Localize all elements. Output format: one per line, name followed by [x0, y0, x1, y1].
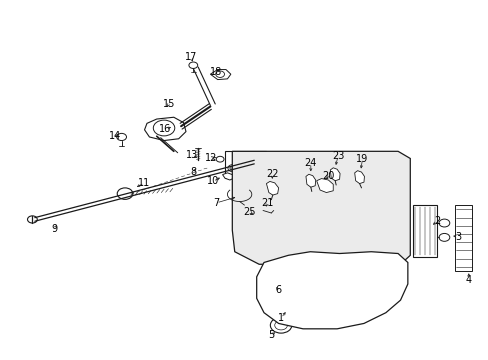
- Text: 16: 16: [159, 124, 171, 134]
- Circle shape: [247, 161, 257, 168]
- Text: 1: 1: [278, 313, 284, 323]
- Circle shape: [305, 271, 358, 310]
- Text: 3: 3: [454, 232, 460, 242]
- Text: 23: 23: [331, 150, 344, 161]
- Circle shape: [249, 162, 255, 167]
- Text: 8: 8: [190, 167, 196, 177]
- Text: 10: 10: [206, 176, 219, 186]
- Text: 24: 24: [304, 158, 316, 168]
- Bar: [454, 205, 471, 271]
- Circle shape: [117, 188, 133, 199]
- Text: 11: 11: [138, 178, 150, 188]
- Text: 5: 5: [267, 330, 274, 340]
- Circle shape: [237, 163, 246, 170]
- Bar: [224, 151, 266, 178]
- Text: 14: 14: [109, 131, 121, 141]
- Text: 22: 22: [265, 168, 278, 179]
- Circle shape: [321, 283, 342, 298]
- Polygon shape: [210, 69, 230, 80]
- Circle shape: [216, 156, 224, 162]
- Polygon shape: [232, 151, 409, 264]
- Circle shape: [438, 233, 449, 241]
- Circle shape: [320, 263, 328, 269]
- Circle shape: [320, 312, 328, 318]
- Circle shape: [153, 120, 174, 136]
- Text: 6: 6: [275, 285, 281, 296]
- Text: 15: 15: [163, 99, 175, 109]
- Circle shape: [349, 268, 357, 274]
- Circle shape: [215, 71, 224, 77]
- Text: 17: 17: [184, 52, 197, 62]
- Circle shape: [297, 298, 305, 304]
- Text: 4: 4: [465, 275, 471, 285]
- Text: 18: 18: [210, 67, 222, 77]
- Circle shape: [229, 166, 235, 170]
- Text: 25: 25: [243, 207, 255, 217]
- Text: 7: 7: [213, 198, 219, 208]
- Circle shape: [349, 307, 357, 313]
- Circle shape: [239, 164, 244, 168]
- Polygon shape: [316, 179, 332, 193]
- Text: 13: 13: [185, 150, 198, 160]
- Circle shape: [27, 216, 37, 223]
- Circle shape: [117, 134, 126, 140]
- Circle shape: [362, 288, 369, 293]
- Polygon shape: [222, 173, 233, 180]
- Polygon shape: [256, 252, 407, 329]
- Circle shape: [313, 277, 350, 304]
- Polygon shape: [305, 174, 315, 187]
- Text: 2: 2: [433, 216, 439, 226]
- Circle shape: [438, 219, 449, 227]
- Circle shape: [264, 280, 279, 291]
- Text: 12: 12: [205, 153, 217, 163]
- Text: 20: 20: [322, 171, 334, 181]
- Text: 19: 19: [356, 154, 368, 164]
- Circle shape: [227, 165, 237, 172]
- Circle shape: [270, 318, 291, 333]
- Circle shape: [297, 277, 305, 283]
- Polygon shape: [266, 181, 278, 195]
- Text: 9: 9: [51, 225, 57, 234]
- Circle shape: [188, 62, 197, 68]
- Polygon shape: [412, 205, 436, 257]
- Text: 21: 21: [261, 198, 273, 208]
- Polygon shape: [330, 168, 339, 181]
- Polygon shape: [354, 171, 364, 184]
- Polygon shape: [144, 117, 185, 140]
